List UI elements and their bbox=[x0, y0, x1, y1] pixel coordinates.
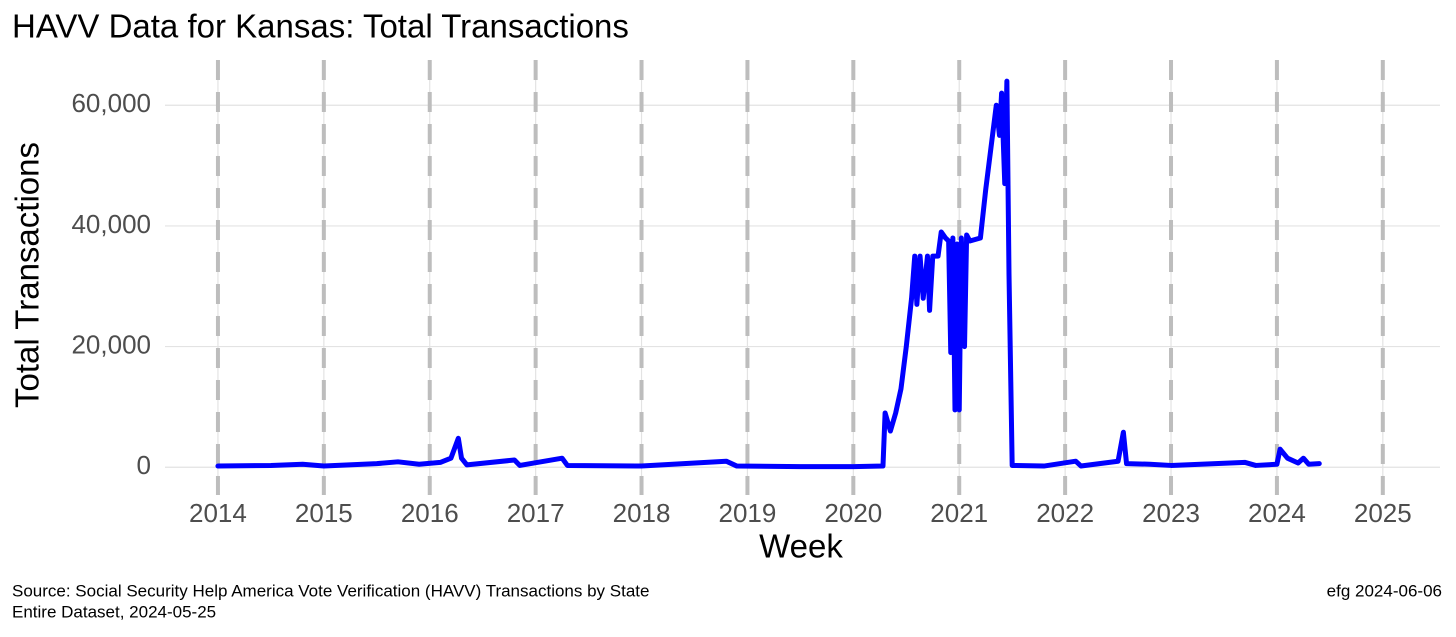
x-axis-label: Week bbox=[759, 528, 843, 565]
y-tick-label: 20,000 bbox=[71, 329, 151, 359]
y-tick-label: 40,000 bbox=[71, 209, 151, 239]
x-tick-label: 2020 bbox=[824, 498, 882, 528]
x-tick-label: 2021 bbox=[930, 498, 988, 528]
caption: efg 2024-06-06 bbox=[1327, 581, 1442, 600]
x-tick-label: 2015 bbox=[295, 498, 353, 528]
caption: Entire Dataset, 2024-05-25 bbox=[12, 602, 216, 621]
x-tick-label: 2014 bbox=[189, 498, 247, 528]
x-tick-label: 2017 bbox=[507, 498, 565, 528]
x-tick-label: 2018 bbox=[613, 498, 671, 528]
y-tick-label: 0 bbox=[137, 450, 151, 480]
x-tick-label: 2025 bbox=[1354, 498, 1412, 528]
chart-title: HAVV Data for Kansas: Total Transactions bbox=[12, 8, 629, 45]
x-tick-label: 2023 bbox=[1142, 498, 1200, 528]
y-tick-label: 60,000 bbox=[71, 88, 151, 118]
x-tick-label: 2022 bbox=[1036, 498, 1094, 528]
data-line bbox=[215, 78, 1322, 470]
y-axis-label: Total Transactions bbox=[9, 142, 46, 408]
x-tick-label: 2019 bbox=[719, 498, 777, 528]
x-tick-label: 2016 bbox=[401, 498, 459, 528]
caption: Source: Social Security Help America Vot… bbox=[12, 581, 649, 600]
x-tick-label: 2024 bbox=[1248, 498, 1306, 528]
